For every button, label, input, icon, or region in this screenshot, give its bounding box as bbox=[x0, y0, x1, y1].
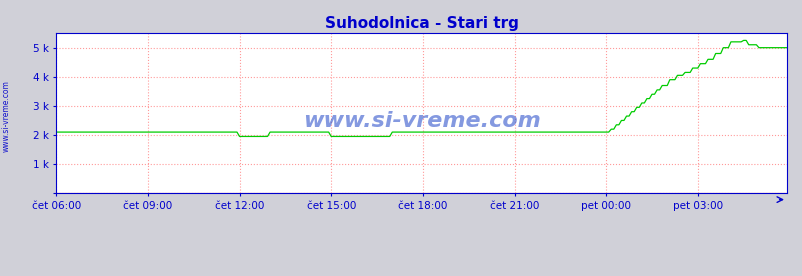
Text: www.si-vreme.com: www.si-vreme.com bbox=[2, 80, 11, 152]
Text: www.si-vreme.com: www.si-vreme.com bbox=[302, 111, 540, 131]
Title: Suhodolnica - Stari trg: Suhodolnica - Stari trg bbox=[324, 15, 518, 31]
